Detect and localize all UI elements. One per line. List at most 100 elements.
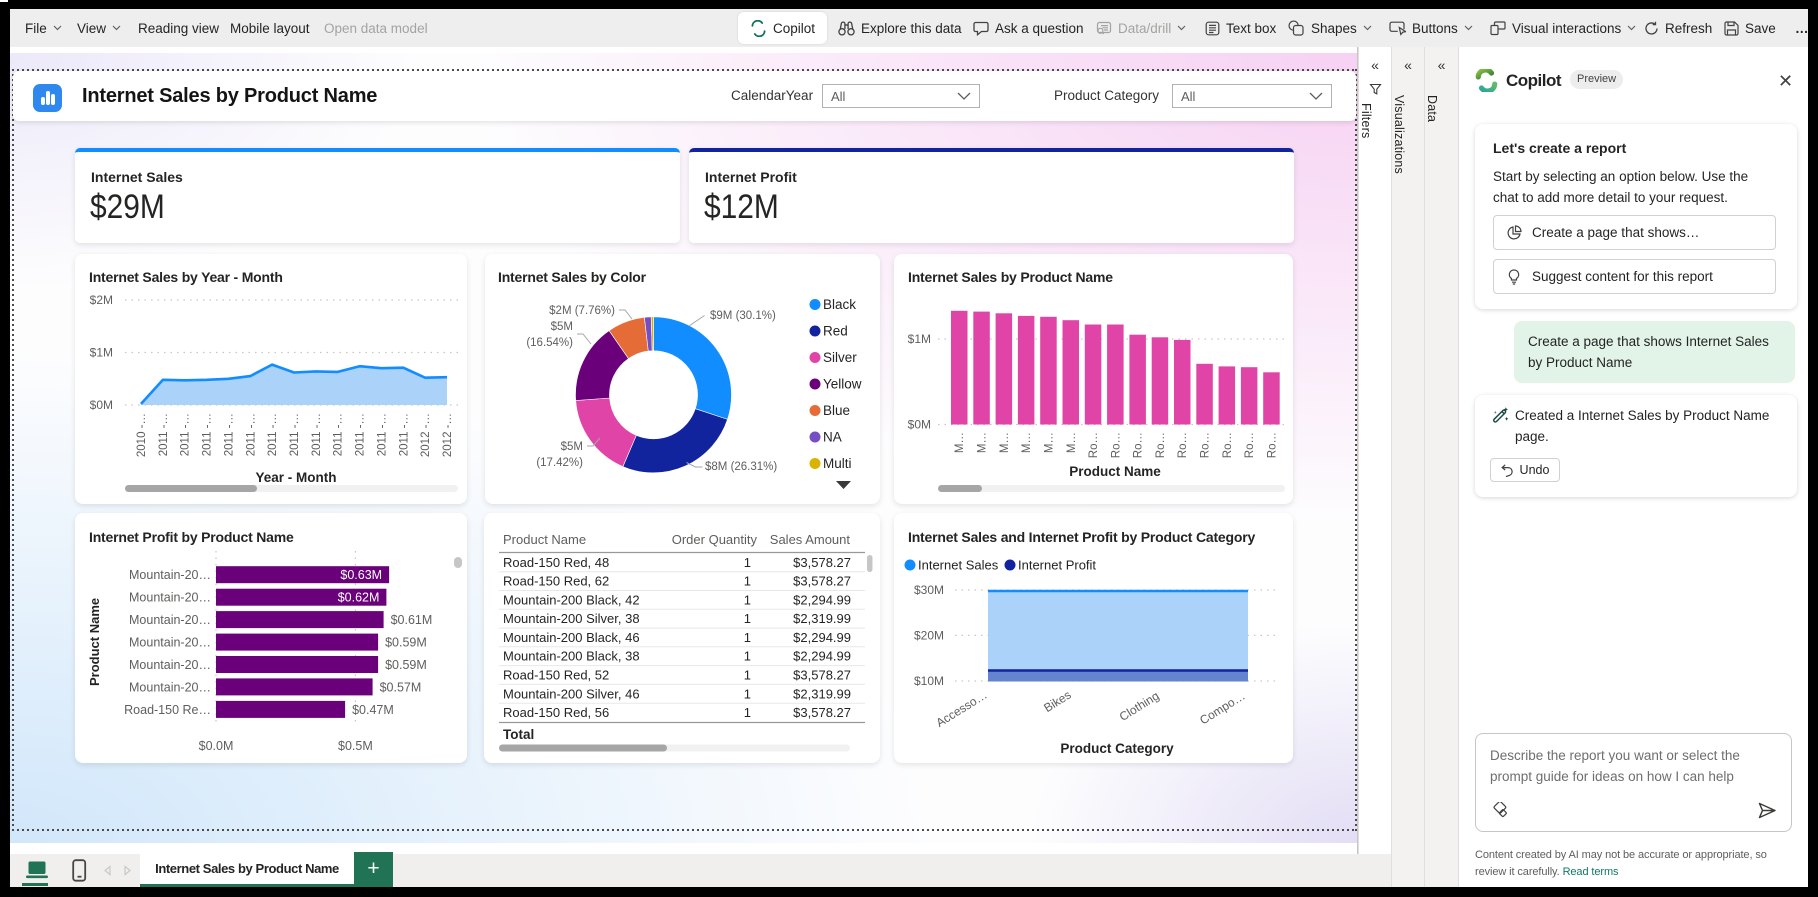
svg-text:Mountain-200 Silver, 46: Mountain-200 Silver, 46 bbox=[503, 686, 640, 701]
svg-text:Ro…: Ro… bbox=[1110, 432, 1122, 458]
svg-text:$20M: $20M bbox=[914, 628, 944, 642]
svg-text:2012 -…: 2012 -… bbox=[420, 413, 432, 457]
svg-text:$2,319.99: $2,319.99 bbox=[793, 611, 851, 626]
svg-text:1: 1 bbox=[744, 668, 751, 683]
svg-text:Yellow: Yellow bbox=[823, 377, 862, 392]
svg-text:$1M: $1M bbox=[90, 346, 113, 360]
svg-text:$2,294.99: $2,294.99 bbox=[793, 592, 851, 607]
svg-text:Mountain-200 Black, 38: Mountain-200 Black, 38 bbox=[503, 649, 640, 664]
svg-text:M…: M… bbox=[977, 432, 989, 453]
svg-text:$3,578.27: $3,578.27 bbox=[793, 555, 851, 570]
svg-text:Accesso…: Accesso… bbox=[934, 688, 990, 730]
svg-text:Multi: Multi bbox=[823, 456, 852, 471]
svg-text:Bikes: Bikes bbox=[1041, 688, 1073, 715]
svg-text:1: 1 bbox=[744, 705, 751, 720]
svg-text:Product Category: Product Category bbox=[1060, 741, 1174, 756]
svg-text:$0.59M: $0.59M bbox=[385, 636, 427, 650]
svg-text:Ro…: Ro… bbox=[1222, 432, 1234, 458]
svg-text:$0.0M: $0.0M bbox=[199, 739, 234, 753]
svg-text:Total: Total bbox=[503, 727, 534, 742]
svg-text:Mountain-20…: Mountain-20… bbox=[129, 680, 211, 694]
svg-text:M…: M… bbox=[954, 432, 966, 453]
svg-text:Black: Black bbox=[823, 297, 856, 312]
svg-text:1: 1 bbox=[744, 574, 751, 589]
svg-text:Road-150 Red, 56: Road-150 Red, 56 bbox=[503, 705, 609, 720]
svg-text:$8M (26.31%): $8M (26.31%) bbox=[705, 461, 777, 473]
svg-text:$0.5M: $0.5M bbox=[338, 739, 373, 753]
svg-text:$9M (30.1%): $9M (30.1%) bbox=[710, 310, 776, 322]
svg-text:1: 1 bbox=[744, 630, 751, 645]
svg-text:$2,294.99: $2,294.99 bbox=[793, 649, 851, 664]
svg-text:$3,578.27: $3,578.27 bbox=[793, 705, 851, 720]
svg-text:$10M: $10M bbox=[914, 674, 944, 688]
svg-text:Ro…: Ro… bbox=[1133, 432, 1145, 458]
svg-text:1: 1 bbox=[744, 611, 751, 626]
svg-text:$0.47M: $0.47M bbox=[352, 703, 394, 717]
svg-text:$3,578.27: $3,578.27 bbox=[793, 668, 851, 683]
svg-text:M…: M… bbox=[1043, 432, 1055, 453]
svg-text:Ro…: Ro… bbox=[1266, 432, 1278, 458]
svg-text:2011 -…: 2011 -… bbox=[289, 413, 301, 456]
svg-text:Product Name: Product Name bbox=[503, 532, 586, 547]
svg-text:Year - Month: Year - Month bbox=[255, 470, 336, 485]
svg-text:Mountain-200 Black, 42: Mountain-200 Black, 42 bbox=[503, 592, 640, 607]
svg-text:1: 1 bbox=[744, 555, 751, 570]
svg-text:$0.62M: $0.62M bbox=[338, 591, 380, 605]
svg-text:Mountain-20…: Mountain-20… bbox=[129, 613, 211, 627]
svg-text:$1M: $1M bbox=[908, 332, 931, 346]
svg-text:Product Name: Product Name bbox=[87, 598, 102, 686]
svg-text:2011 -…: 2011 -… bbox=[376, 413, 388, 456]
svg-text:Mountain-20…: Mountain-20… bbox=[129, 636, 211, 650]
svg-text:Ro…: Ro… bbox=[1177, 432, 1189, 458]
svg-text:$0.63M: $0.63M bbox=[340, 568, 382, 582]
svg-text:Mountain-20…: Mountain-20… bbox=[129, 568, 211, 582]
svg-text:Road-150 Re…: Road-150 Re… bbox=[124, 703, 211, 717]
svg-text:2011 -…: 2011 -… bbox=[180, 413, 192, 456]
svg-text:$0M: $0M bbox=[90, 398, 113, 412]
svg-text:1: 1 bbox=[744, 686, 751, 701]
svg-text:2011 -…: 2011 -… bbox=[398, 413, 410, 456]
svg-text:$30M: $30M bbox=[914, 583, 944, 597]
svg-text:$0.57M: $0.57M bbox=[380, 680, 422, 694]
svg-text:$2M (7.76%): $2M (7.76%) bbox=[549, 305, 615, 317]
svg-text:NA: NA bbox=[823, 430, 842, 445]
svg-text:2012 -…: 2012 -… bbox=[442, 413, 454, 457]
svg-text:Compo…: Compo… bbox=[1197, 689, 1247, 728]
svg-text:Road-150 Red, 48: Road-150 Red, 48 bbox=[503, 555, 609, 570]
svg-text:Ro…: Ro… bbox=[1155, 432, 1167, 458]
svg-text:1: 1 bbox=[744, 649, 751, 664]
svg-text:(17.42%): (17.42%) bbox=[536, 457, 583, 469]
svg-text:Sales Amount: Sales Amount bbox=[770, 532, 851, 547]
svg-text:$0M: $0M bbox=[908, 418, 931, 432]
svg-text:M…: M… bbox=[1066, 432, 1078, 453]
svg-text:Road-150 Red, 62: Road-150 Red, 62 bbox=[503, 574, 609, 589]
svg-text:$5M: $5M bbox=[561, 441, 583, 453]
svg-text:M…: M… bbox=[1021, 432, 1033, 453]
svg-text:Clothing: Clothing bbox=[1117, 689, 1162, 724]
svg-text:Ro…: Ro… bbox=[1088, 432, 1100, 458]
svg-text:2011 -…: 2011 -… bbox=[158, 413, 170, 456]
svg-text:$3,578.27: $3,578.27 bbox=[793, 574, 851, 589]
svg-text:Road-150 Red, 52: Road-150 Red, 52 bbox=[503, 668, 609, 683]
svg-text:Blue: Blue bbox=[823, 403, 850, 418]
svg-text:Mountain-200 Black, 46: Mountain-200 Black, 46 bbox=[503, 630, 640, 645]
svg-text:M…: M… bbox=[999, 432, 1011, 453]
svg-text:$0.61M: $0.61M bbox=[391, 613, 433, 627]
svg-text:$0.59M: $0.59M bbox=[385, 658, 427, 672]
svg-text:Internet Sales: Internet Sales bbox=[918, 558, 999, 573]
svg-text:2011 -…: 2011 -… bbox=[202, 413, 214, 456]
svg-text:$2,294.99: $2,294.99 bbox=[793, 630, 851, 645]
svg-text:$2M: $2M bbox=[90, 293, 113, 307]
svg-text:Mountain-20…: Mountain-20… bbox=[129, 591, 211, 605]
svg-text:Internet Profit: Internet Profit bbox=[1018, 558, 1096, 573]
svg-text:Order Quantity: Order Quantity bbox=[672, 532, 758, 547]
svg-text:Mountain-200 Silver, 38: Mountain-200 Silver, 38 bbox=[503, 611, 640, 626]
svg-text:Red: Red bbox=[823, 324, 848, 339]
svg-text:$5M: $5M bbox=[551, 321, 573, 333]
svg-text:2010 -…: 2010 -… bbox=[136, 413, 148, 457]
svg-text:2011 -…: 2011 -… bbox=[223, 413, 235, 456]
svg-text:2011 -…: 2011 -… bbox=[355, 413, 367, 456]
svg-text:Product Name: Product Name bbox=[1069, 464, 1161, 479]
svg-text:2011 -…: 2011 -… bbox=[333, 413, 345, 456]
svg-text:2011 -…: 2011 -… bbox=[311, 413, 323, 456]
